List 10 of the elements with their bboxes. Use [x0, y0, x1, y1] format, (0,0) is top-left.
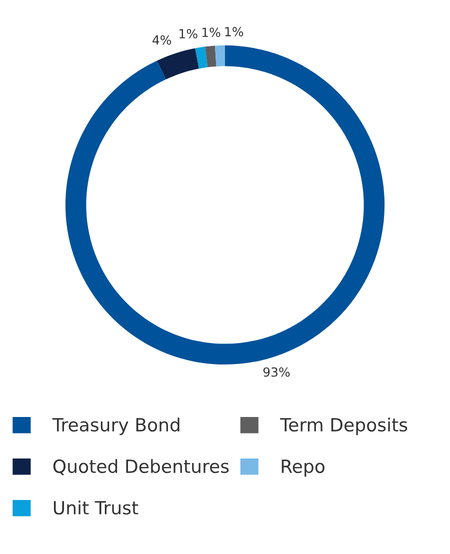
data-label: 93%	[263, 367, 290, 377]
legend-label: Term Deposits	[280, 418, 408, 436]
data-label: 1%	[202, 28, 220, 38]
legend-label: Repo	[282, 460, 324, 477]
data-label: 1%	[225, 26, 244, 36]
data-label: 4%	[152, 35, 172, 45]
legend-label: Treasury Bond	[52, 418, 180, 436]
legend-label: Quoted Debentures	[53, 459, 229, 476]
data-label: 1%	[180, 28, 198, 38]
legend-label: Unit Trust	[54, 500, 138, 515]
